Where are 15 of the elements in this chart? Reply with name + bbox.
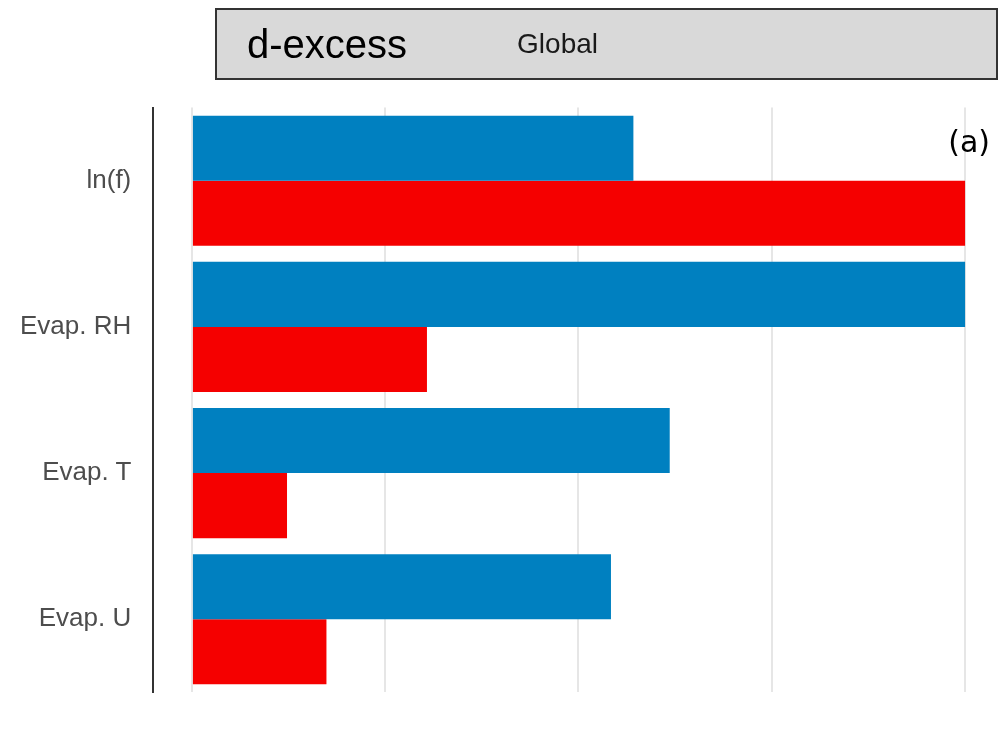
bar bbox=[192, 408, 670, 474]
y-tick-label: Evap. RH bbox=[20, 310, 132, 341]
bar bbox=[192, 619, 327, 685]
bar bbox=[192, 261, 966, 327]
annotation: (a) bbox=[948, 124, 990, 160]
bar bbox=[192, 326, 427, 392]
y-tick-label: ln(f) bbox=[86, 163, 132, 194]
y-tick-label: Evap. U bbox=[38, 602, 132, 633]
bar bbox=[192, 115, 634, 181]
bar bbox=[192, 180, 966, 246]
y-tick-label: Evap. T bbox=[42, 456, 132, 487]
chart-title: d-excess bbox=[247, 21, 408, 67]
bar bbox=[192, 473, 288, 539]
bar bbox=[192, 554, 611, 620]
chart-subtitle: Global bbox=[517, 28, 598, 60]
